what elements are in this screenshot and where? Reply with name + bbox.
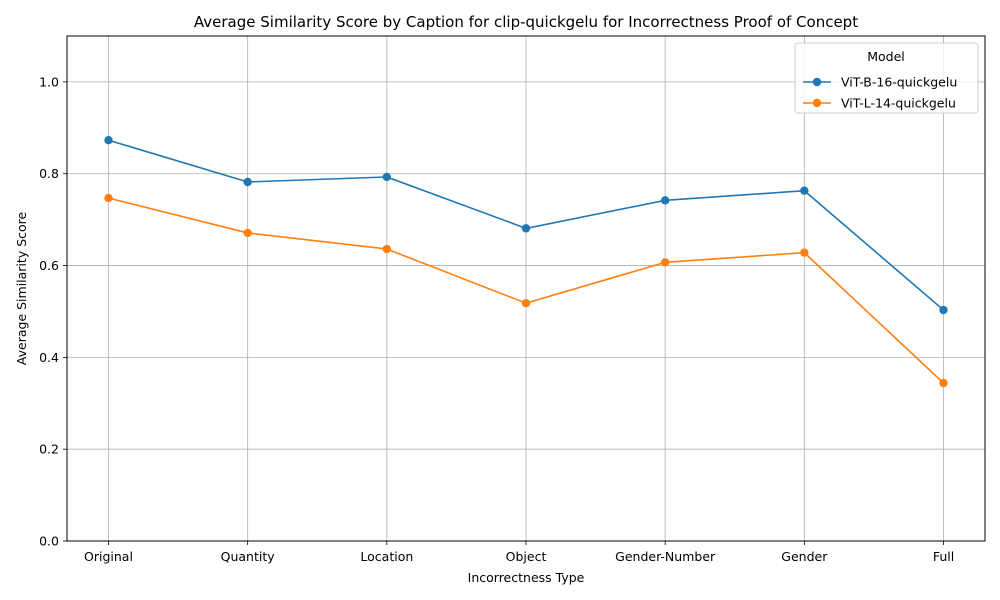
y-axis-label: Average Similarity Score	[14, 211, 29, 365]
legend-marker	[812, 77, 822, 87]
data-point	[243, 177, 252, 187]
y-tick-label: 0.4	[39, 350, 59, 365]
legend-marker	[812, 98, 822, 108]
legend-title: Model	[867, 49, 905, 64]
y-tick-label: 0.8	[39, 166, 59, 181]
data-point	[800, 186, 809, 195]
data-point	[104, 136, 113, 145]
y-tick-label: 1.0	[39, 74, 59, 89]
y-tick-label: 0.6	[39, 258, 59, 273]
data-point	[939, 378, 948, 388]
series-group	[104, 136, 948, 388]
x-tick-label: Quantity	[221, 549, 276, 564]
y-tick-label: 0.0	[39, 534, 59, 549]
data-point	[800, 248, 809, 257]
x-tick-label: Location	[360, 549, 413, 564]
data-point	[104, 193, 113, 203]
legend-label: ViT-L-14-quickgelu	[841, 96, 956, 111]
y-tick-label: 0.2	[39, 442, 59, 457]
x-tick-label: Gender	[781, 549, 828, 564]
x-tick-label: Original	[84, 549, 133, 564]
legend: Model ViT-B-16-quickgelu ViT-L-14-quickge…	[794, 42, 979, 114]
chart-title: Average Similarity Score by Caption for …	[194, 13, 858, 31]
x-tick-label: Full	[933, 549, 954, 564]
data-point	[382, 244, 392, 254]
data-point	[660, 258, 670, 267]
x-tick-label: Object	[506, 549, 547, 564]
data-point	[382, 172, 392, 182]
x-axis-label: Incorrectness Type	[468, 570, 585, 585]
legend-label: ViT-B-16-quickgelu	[841, 75, 957, 90]
axis-ticks: Original Quantity Location Object Gender-Num…	[39, 74, 954, 564]
data-point	[660, 196, 670, 205]
data-point	[521, 298, 531, 308]
data-point	[243, 228, 252, 238]
data-point	[521, 224, 531, 233]
data-point	[939, 305, 948, 315]
legend-box	[794, 42, 979, 114]
x-tick-label: Gender-Number	[615, 549, 716, 564]
